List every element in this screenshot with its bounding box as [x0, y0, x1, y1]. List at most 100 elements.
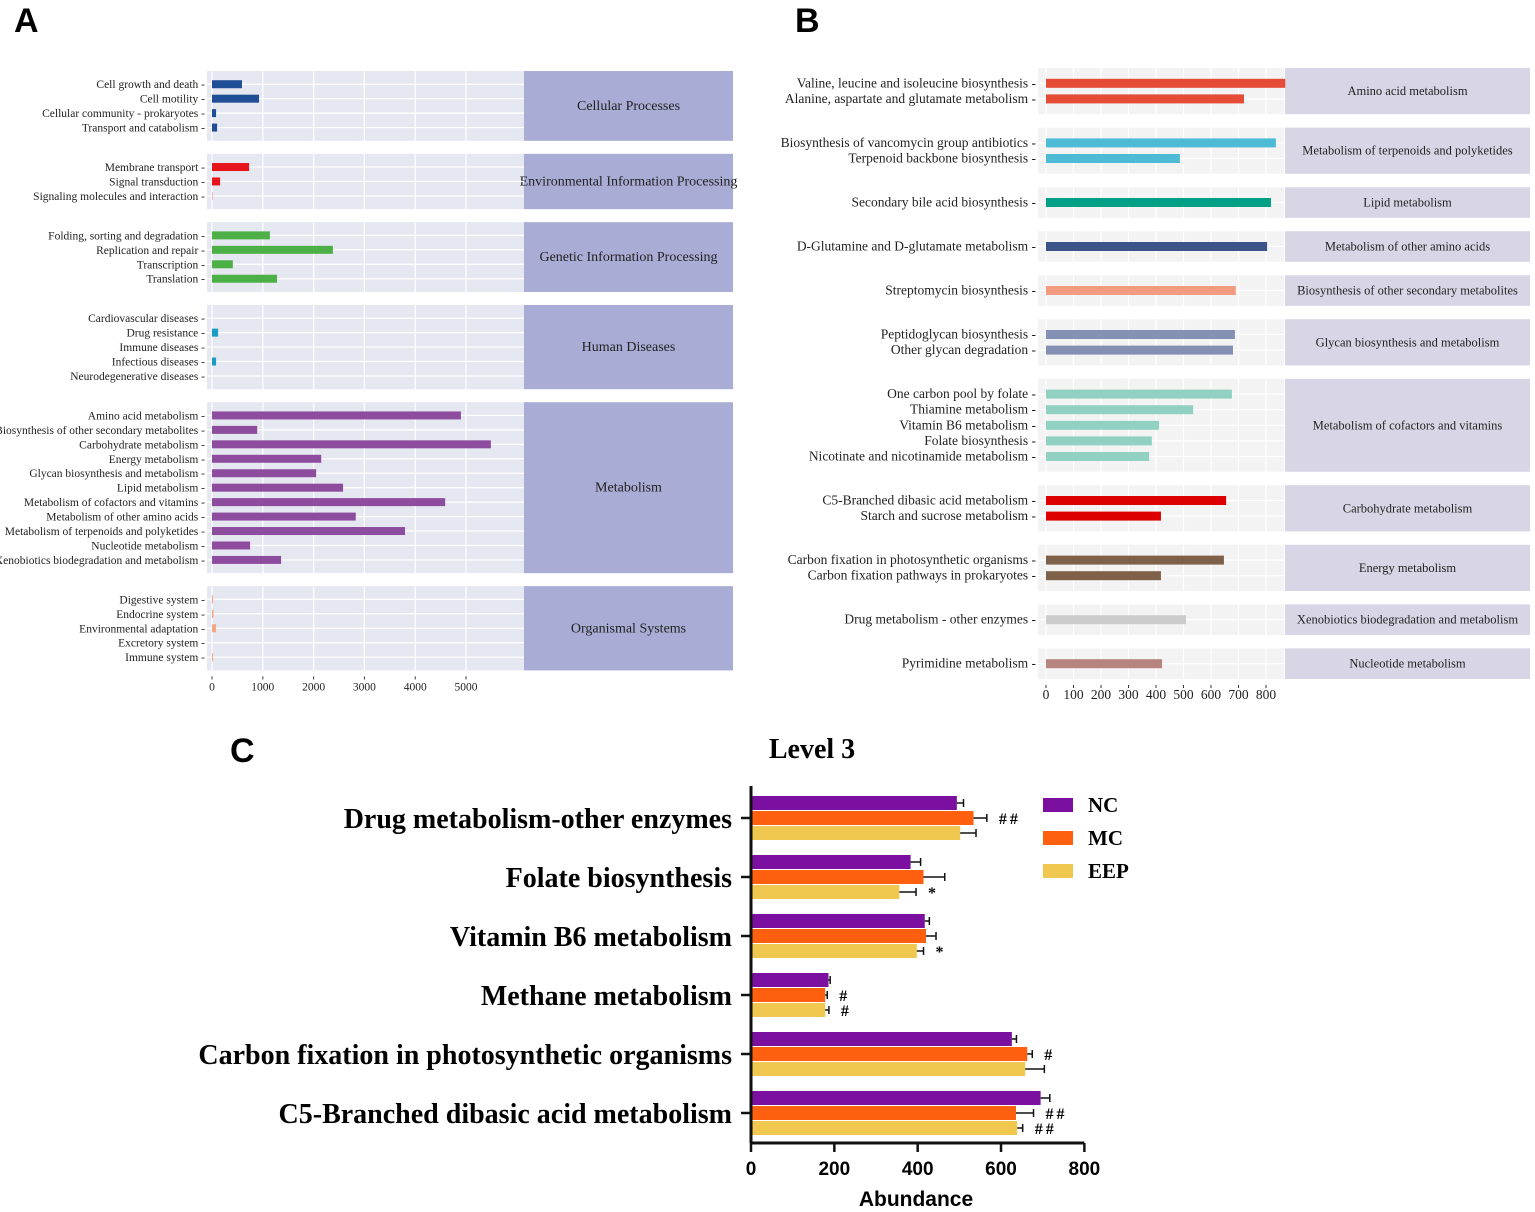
- bar: [1046, 78, 1286, 88]
- bar: [1046, 198, 1271, 207]
- bar-eep: [751, 944, 917, 958]
- bar-mc: [751, 870, 924, 884]
- bar: [212, 483, 344, 492]
- facet-strip-label: Metabolism of other amino acids: [1325, 240, 1490, 254]
- category-label: Metabolism of cofactors and vitamins -: [24, 497, 205, 509]
- category-label: Starch and sucrose metabolism -: [861, 508, 1037, 523]
- category-label: Neurodegenerative diseases -: [70, 371, 205, 383]
- bar-nc: [751, 1032, 1012, 1046]
- category-label: Folate biosynthesis: [506, 863, 732, 894]
- category-label: Vitamin B6 metabolism -: [899, 417, 1036, 432]
- category-label: Metabolism of other amino acids -: [46, 512, 205, 524]
- category-label: Biosynthesis of vancomycin group antibio…: [781, 135, 1037, 150]
- category-label: Secondary bile acid biosynthesis -: [852, 195, 1037, 210]
- facet-strip: [524, 402, 733, 574]
- bar: [1046, 389, 1232, 399]
- bar: [1046, 511, 1161, 521]
- bar: [212, 527, 406, 536]
- x-tick-label: 800: [1256, 687, 1277, 702]
- facet-strip-label: Glycan biosynthesis and metabolism: [1316, 335, 1500, 349]
- x-tick-label: 100: [1063, 687, 1084, 702]
- facet-strip: [1285, 544, 1530, 591]
- bar: [212, 595, 214, 604]
- bar: [212, 163, 250, 172]
- x-tick-label: 200: [818, 1159, 850, 1180]
- category-label: Vitamin B6 metabolism: [450, 922, 732, 953]
- category-label: Transport and catabolism -: [82, 123, 205, 135]
- bar: [212, 245, 333, 254]
- bar-eep: [751, 826, 961, 840]
- facet-strip-label: Human Diseases: [582, 340, 676, 355]
- bar: [212, 328, 219, 337]
- facet-strip: [524, 304, 733, 390]
- category-label: Lipid metabolism -: [117, 483, 205, 495]
- bar-eep: [751, 1121, 1018, 1135]
- bar-nc: [751, 914, 925, 928]
- facet-strip-label: Environmental Information Processing: [520, 174, 738, 189]
- x-tick-label: 4000: [404, 681, 427, 693]
- bar: [212, 274, 278, 283]
- category-label: Environmental adaptation -: [79, 623, 205, 635]
- facet-strip: [524, 153, 733, 210]
- category-label: Carbon fixation pathways in prokaryotes …: [808, 568, 1037, 583]
- legend-swatch-nc: [1043, 798, 1073, 812]
- x-tick-label: 2000: [302, 681, 325, 693]
- significance-mark: ##: [1046, 1106, 1068, 1123]
- category-label: Cellular community - prokaryotes -: [42, 108, 205, 120]
- bar: [212, 80, 242, 89]
- x-tick-label: 1000: [251, 681, 274, 693]
- legend-label-eep: EEP: [1088, 859, 1129, 883]
- panel-b-kegg-level3: Amino acid metabolism Valine, leucine and…: [781, 68, 1530, 702]
- bar: [1046, 94, 1244, 104]
- x-axis-label: Abundance: [859, 1188, 973, 1211]
- category-label: Cell motility -: [140, 94, 205, 106]
- bar-nc: [751, 796, 957, 810]
- category-label: Digestive system -: [119, 594, 205, 606]
- bar: [212, 609, 214, 618]
- facet-strip-label: Carbohydrate metabolism: [1343, 501, 1473, 515]
- facet-strip-label: Lipid metabolism: [1363, 196, 1452, 210]
- x-tick-label: 700: [1228, 687, 1249, 702]
- category-label: Other glycan degradation -: [891, 342, 1037, 357]
- panel-letter-c: C: [230, 732, 255, 770]
- bar: [1046, 330, 1235, 339]
- panel-a-kegg-level2: Cellular Processes Cell growth and death …: [0, 71, 737, 693]
- x-tick-label: 5000: [455, 681, 478, 693]
- significance-mark: *: [936, 944, 947, 961]
- x-tick-label: 800: [1069, 1159, 1101, 1180]
- significance-mark: #: [841, 1003, 852, 1020]
- panel-letter-b: B: [795, 2, 820, 40]
- bar: [1046, 138, 1276, 148]
- facet-strip: [1285, 648, 1530, 679]
- category-label: Drug metabolism-other enzymes: [344, 804, 732, 835]
- bar: [1046, 496, 1227, 505]
- legend-swatch-mc: [1043, 831, 1073, 845]
- chart-title: Level 3: [769, 734, 855, 765]
- bar-mc: [751, 1047, 1028, 1061]
- facet-strip: [524, 71, 733, 141]
- x-tick-label: 0: [746, 1159, 757, 1180]
- facet-panel: [1038, 544, 1284, 591]
- category-label: Folding, sorting and degradation -: [48, 230, 205, 242]
- x-tick-label: 600: [1201, 687, 1222, 702]
- facet-strip-label: Cellular Processes: [577, 99, 680, 114]
- facet-strip-label: Organismal Systems: [571, 621, 686, 636]
- category-label: Drug metabolism - other enzymes -: [844, 612, 1036, 627]
- category-label: Signal transduction -: [109, 176, 205, 188]
- x-tick-label: 300: [1118, 687, 1139, 702]
- bar: [1046, 452, 1150, 461]
- bar: [212, 498, 446, 507]
- bar: [212, 109, 217, 118]
- bar-eep: [751, 1062, 1026, 1076]
- bar: [212, 177, 221, 186]
- legend-label-nc: NC: [1088, 793, 1118, 817]
- facet-strip: [1285, 68, 1530, 115]
- category-label: One carbon pool by folate -: [887, 386, 1036, 401]
- significance-mark: #: [1044, 1047, 1055, 1064]
- category-label: Cell growth and death -: [96, 79, 205, 91]
- bar: [1046, 571, 1161, 581]
- category-label: Biosynthesis of other secondary metaboli…: [0, 425, 205, 437]
- category-label: Membrane transport -: [105, 162, 205, 174]
- facet-strip-label: Nucleotide metabolism: [1349, 657, 1466, 671]
